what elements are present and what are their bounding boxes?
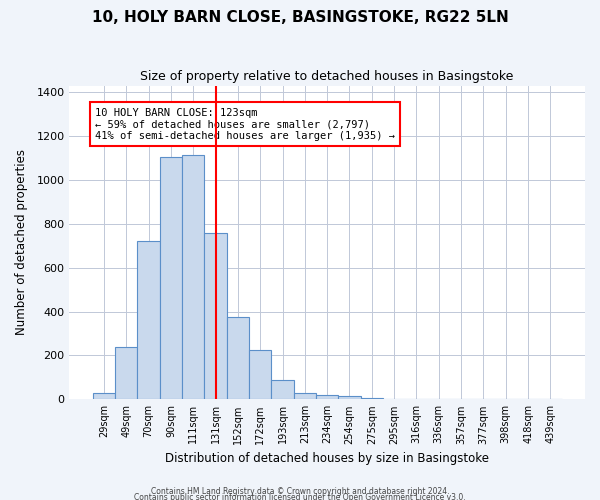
Title: Size of property relative to detached houses in Basingstoke: Size of property relative to detached ho… bbox=[140, 70, 514, 83]
Text: Contains HM Land Registry data © Crown copyright and database right 2024.: Contains HM Land Registry data © Crown c… bbox=[151, 487, 449, 496]
Bar bbox=[293, 393, 316, 400]
Bar bbox=[361, 398, 383, 400]
Text: 10, HOLY BARN CLOSE, BASINGSTOKE, RG22 5LN: 10, HOLY BARN CLOSE, BASINGSTOKE, RG22 5… bbox=[92, 10, 508, 25]
Bar bbox=[115, 347, 137, 400]
Bar bbox=[182, 154, 205, 400]
Bar bbox=[316, 396, 338, 400]
Bar bbox=[249, 350, 271, 400]
X-axis label: Distribution of detached houses by size in Basingstoke: Distribution of detached houses by size … bbox=[165, 452, 489, 465]
Bar bbox=[137, 242, 160, 400]
Bar bbox=[160, 157, 182, 400]
Bar bbox=[205, 232, 227, 400]
Bar bbox=[271, 380, 293, 400]
Bar bbox=[93, 392, 115, 400]
Bar bbox=[227, 317, 249, 400]
Text: Contains public sector information licensed under the Open Government Licence v3: Contains public sector information licen… bbox=[134, 492, 466, 500]
Text: 10 HOLY BARN CLOSE: 123sqm
← 59% of detached houses are smaller (2,797)
41% of s: 10 HOLY BARN CLOSE: 123sqm ← 59% of deta… bbox=[95, 108, 395, 140]
Bar bbox=[338, 396, 361, 400]
Y-axis label: Number of detached properties: Number of detached properties bbox=[15, 150, 28, 336]
